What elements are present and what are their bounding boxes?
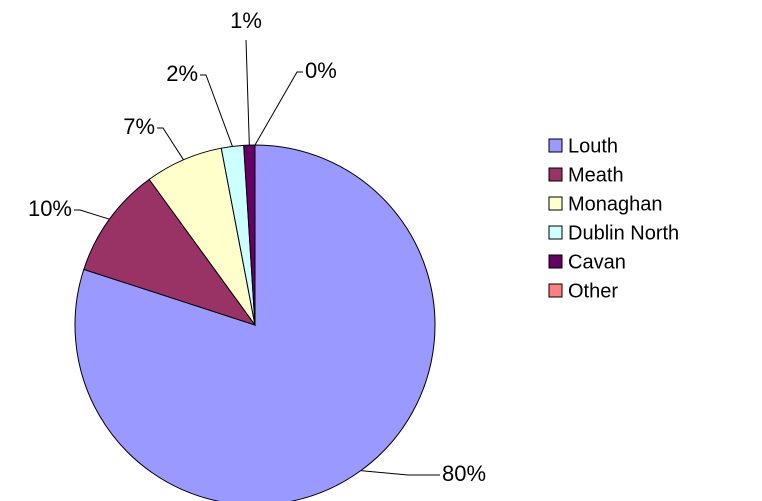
legend-swatch — [548, 196, 563, 211]
leader-line — [157, 127, 184, 161]
pie-slice — [74, 144, 436, 501]
data-label: 7% — [123, 114, 155, 139]
data-label: 1% — [230, 8, 262, 33]
legend-label: Louth — [568, 135, 618, 157]
data-label: 2% — [166, 61, 198, 86]
legend-swatch — [548, 254, 563, 269]
legend-label: Cavan — [568, 251, 626, 273]
legend-swatch — [548, 138, 563, 153]
leader-line — [200, 74, 233, 147]
legend-swatch — [548, 283, 563, 298]
data-label: 0% — [305, 58, 337, 83]
legend-label: Other — [568, 280, 618, 302]
leader-line — [74, 209, 110, 220]
leader-line — [360, 470, 440, 476]
legend-label: Dublin North — [568, 222, 679, 244]
legend-label: Monaghan — [568, 193, 663, 215]
legend-swatch — [548, 167, 563, 182]
data-label: 80% — [442, 461, 486, 486]
leader-line — [245, 39, 250, 146]
data-label: 10% — [28, 196, 72, 221]
legend-label: Meath — [568, 164, 624, 186]
pie-slice — [83, 178, 257, 326]
leader-line — [254, 71, 303, 146]
legend-swatch — [548, 225, 563, 240]
